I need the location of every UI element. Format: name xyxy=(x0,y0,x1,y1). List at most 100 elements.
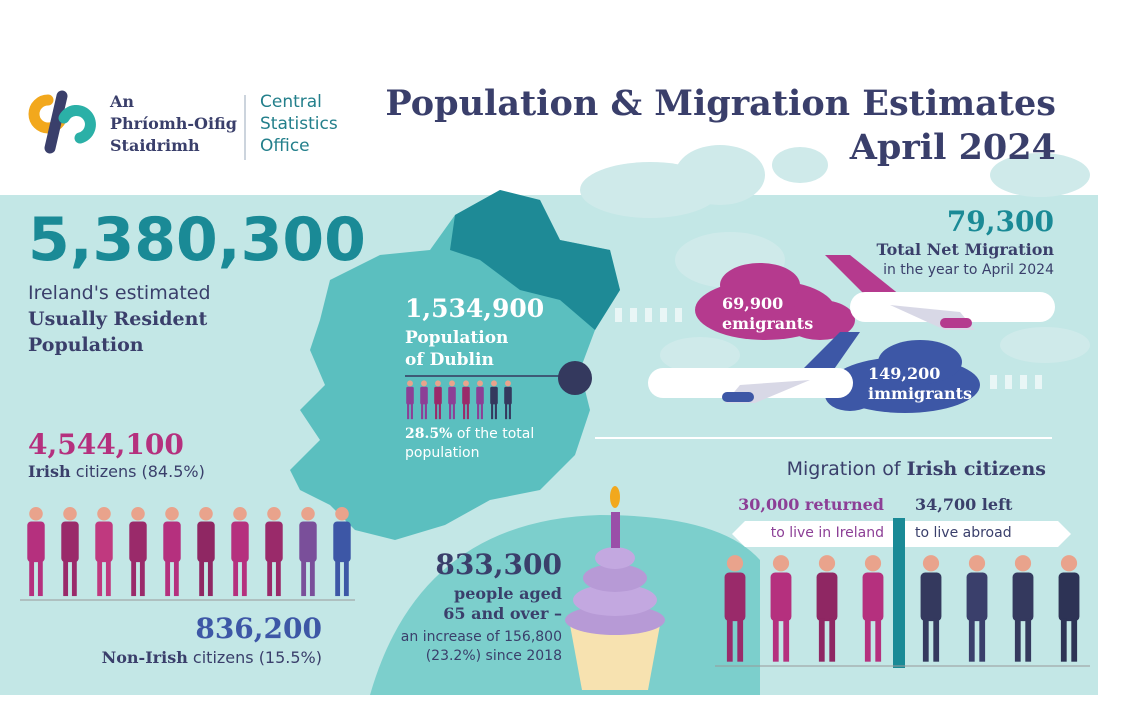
person-part xyxy=(979,618,986,662)
person-part xyxy=(207,560,213,597)
person-part xyxy=(37,560,43,597)
person-part xyxy=(1014,618,1021,662)
person-part xyxy=(491,403,494,420)
irish-value: 4,544,100 xyxy=(28,428,184,461)
older-rest: an increase of 156,800 (23.2%) since 201… xyxy=(401,628,562,666)
person-part xyxy=(434,386,442,405)
person-part xyxy=(505,403,508,420)
person-part xyxy=(508,403,511,420)
person-part xyxy=(139,560,145,597)
person-part xyxy=(463,380,469,387)
irish-label: Irish citizens (84.5%) xyxy=(28,462,205,481)
cupcake xyxy=(565,486,665,690)
person-part xyxy=(410,403,413,420)
person-part xyxy=(435,380,441,387)
person-part xyxy=(724,572,746,622)
plane-out xyxy=(825,255,1055,330)
person-part xyxy=(476,386,484,405)
banner-left xyxy=(905,521,1071,547)
person-part xyxy=(922,555,940,572)
person-part xyxy=(131,506,145,521)
non-irish-label: Non-Irish citizens (15.5%) xyxy=(102,648,322,667)
person-part xyxy=(770,572,792,622)
person-part xyxy=(335,560,341,597)
person-part xyxy=(275,560,281,597)
person-part xyxy=(129,521,147,563)
immigrants-value: 149,200 xyxy=(868,364,941,383)
label-line: an increase of 156,800 xyxy=(400,629,562,645)
northern-region xyxy=(450,190,620,330)
person-part xyxy=(772,618,779,662)
person-part xyxy=(97,506,111,521)
label-line: Population xyxy=(28,334,144,356)
logo-line: Central xyxy=(260,92,322,112)
emigrants-value: 69,900 xyxy=(722,294,784,313)
person-part xyxy=(477,403,480,420)
person-part xyxy=(772,555,790,572)
trails xyxy=(615,308,1042,389)
person-part xyxy=(29,506,43,521)
person-part xyxy=(490,386,498,405)
left-label: to live abroad xyxy=(915,525,1012,541)
dublin-marker xyxy=(558,361,592,395)
person-part xyxy=(420,386,428,405)
person-part xyxy=(875,618,882,662)
person-part xyxy=(933,618,940,662)
net-value: 79,300 xyxy=(946,205,1054,238)
person-part xyxy=(920,572,942,622)
border-bar xyxy=(893,518,905,668)
person-part xyxy=(1012,572,1034,622)
immigrants-label: immigrants xyxy=(868,384,973,403)
logo-irish: An Phríomh-Oifig Staidrimh xyxy=(110,91,237,157)
person-part xyxy=(197,521,215,563)
plane-in xyxy=(648,332,860,403)
person-part xyxy=(438,403,441,420)
person-part xyxy=(407,380,413,387)
person-part xyxy=(97,560,103,597)
person-part xyxy=(63,560,69,597)
person-part xyxy=(491,380,497,387)
person-part xyxy=(1025,618,1032,662)
person-part xyxy=(477,380,483,387)
logo-line: An xyxy=(110,92,135,111)
logo-line: Statistics xyxy=(260,114,338,134)
person-part xyxy=(726,555,744,572)
label-line: Usually Resident xyxy=(28,308,208,330)
person-part xyxy=(726,618,733,662)
person-part xyxy=(818,555,836,572)
dublin-share: 28.5% of the total population xyxy=(405,425,534,463)
returned-value: 30,000 returned xyxy=(738,495,884,514)
person-part xyxy=(29,560,35,597)
title-line: April 2024 xyxy=(849,127,1056,168)
person-part xyxy=(301,506,315,521)
title: Population & Migration Estimates April 2… xyxy=(385,82,1056,170)
person-part xyxy=(449,403,452,420)
net-label: Total Net Migration xyxy=(876,240,1054,259)
label-line: (23.2%) since 2018 xyxy=(425,648,562,664)
person-part xyxy=(783,618,790,662)
person-part xyxy=(421,403,424,420)
net-sub: in the year to April 2024 xyxy=(883,262,1054,278)
person-part xyxy=(1071,618,1078,662)
person-part xyxy=(816,572,838,622)
immigrants-cloud xyxy=(825,340,980,413)
person-part xyxy=(448,386,456,405)
returned-label: to live in Ireland xyxy=(770,525,884,541)
person-part xyxy=(199,506,213,521)
people xyxy=(27,380,1080,662)
dublin-value: 1,534,900 xyxy=(405,294,545,323)
person-part xyxy=(267,560,273,597)
person-part xyxy=(463,403,466,420)
left-value: 34,700 left xyxy=(915,495,1013,514)
person-part xyxy=(199,560,205,597)
person-part xyxy=(968,618,975,662)
title-bold: Irish citizens xyxy=(906,458,1046,480)
person-part xyxy=(966,572,988,622)
person-part xyxy=(466,403,469,420)
emigrants-label: emigrants xyxy=(722,314,814,333)
person-part xyxy=(449,380,455,387)
person-part xyxy=(864,618,871,662)
person-part xyxy=(61,521,79,563)
person-part xyxy=(71,560,77,597)
